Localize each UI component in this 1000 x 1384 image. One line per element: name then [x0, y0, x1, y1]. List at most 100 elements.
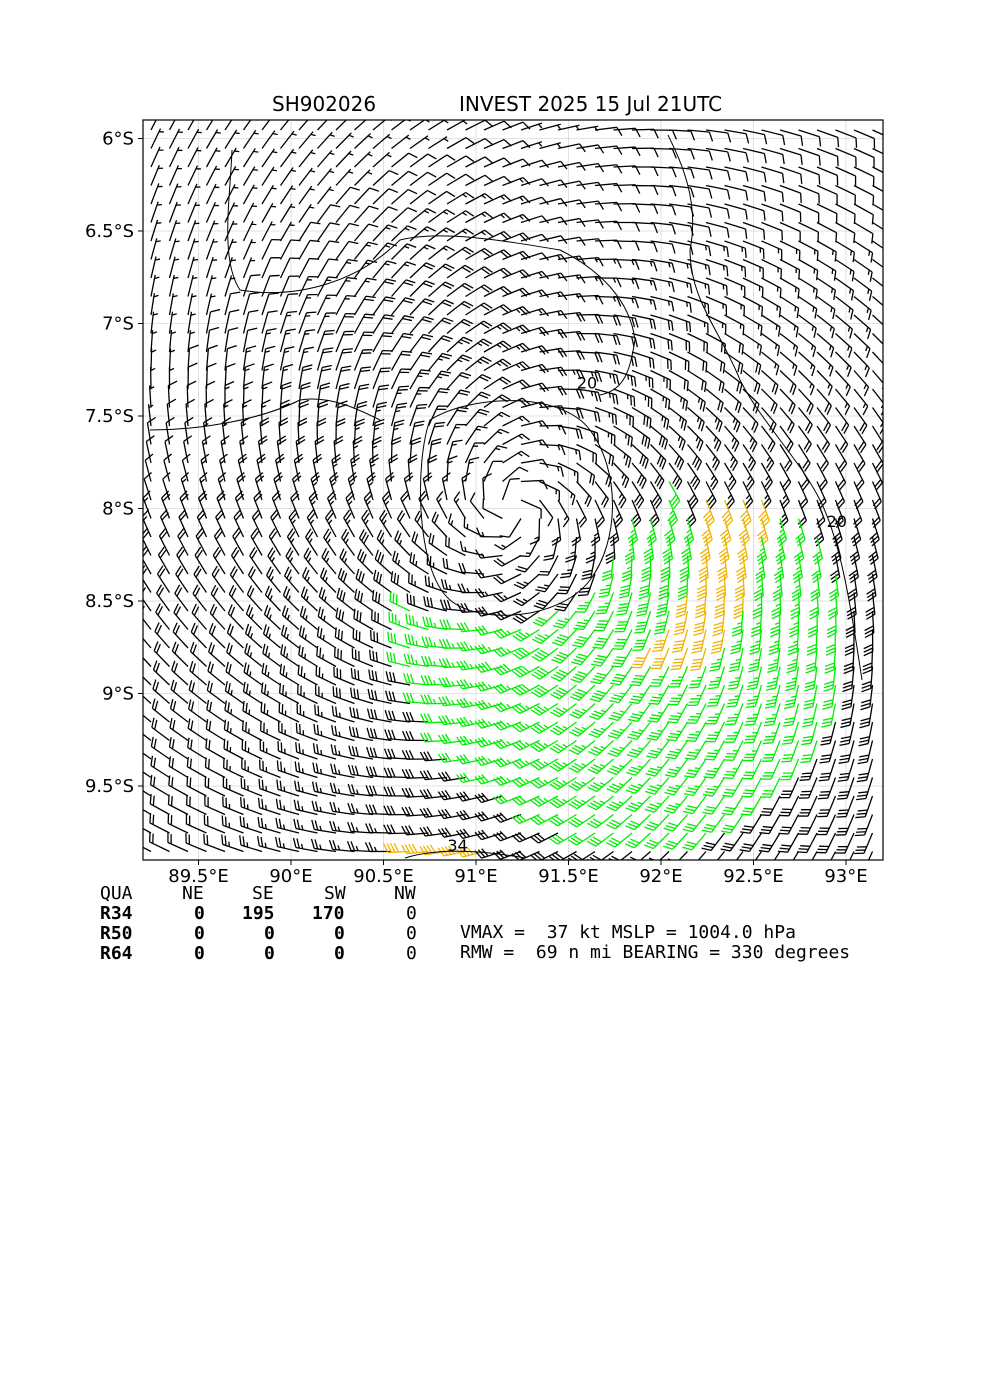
wind-barb [442, 473, 450, 500]
wind-barb [706, 371, 724, 393]
wind-barb [410, 335, 433, 352]
wind-barb [669, 352, 689, 371]
wind-barb [318, 223, 340, 241]
wind-barb [225, 239, 237, 259]
wind-barb [318, 205, 341, 223]
wind-barb [355, 384, 370, 407]
wind-barb [187, 757, 206, 778]
wind-barb [225, 112, 240, 130]
wind-barb [244, 167, 258, 186]
wind-barb [318, 277, 338, 296]
wind-barb [312, 839, 336, 852]
wind-barb [854, 204, 873, 224]
wind-barb [299, 222, 320, 241]
wind-barb [540, 143, 561, 149]
wind-barb [207, 700, 225, 722]
wind-barb [577, 426, 599, 443]
wind-barb [281, 167, 296, 185]
r34-ne: 0 [194, 904, 205, 924]
wind-barb [840, 704, 854, 728]
wind-barb [151, 775, 170, 796]
wind-barb [836, 204, 856, 224]
wind-barb [355, 242, 378, 259]
wind-barb [299, 259, 319, 278]
wind-radii-table: QUA NE SE SW NW R34 0 195 170 0 R50 0 0 … [100, 884, 440, 966]
row-label-r64: R64 [100, 944, 133, 964]
wind-barb [762, 278, 781, 298]
wind-barb [558, 294, 585, 302]
wind-barb [614, 352, 637, 367]
wind-barb [355, 260, 378, 278]
wind-barb [207, 111, 222, 130]
wind-barb [150, 794, 169, 814]
wind-barb [494, 593, 521, 602]
wind-barb [263, 644, 281, 667]
wind-barb [392, 403, 407, 426]
wind-barb [336, 115, 354, 130]
wind-barb [461, 541, 484, 555]
wind-barb [873, 260, 891, 283]
r50-se: 0 [264, 924, 275, 944]
wind-barb [150, 386, 155, 408]
wind-barb [132, 794, 151, 815]
y-axis: 6°S6.5°S7°S7.5°S8°S8.5°S9°S9.5°S [85, 129, 143, 798]
wind-barb [799, 334, 816, 357]
wind-barb [170, 718, 188, 740]
wind-barb [151, 147, 163, 167]
x-tick-label: 91.5°E [538, 866, 598, 887]
wind-barb [281, 149, 297, 167]
wind-barb [503, 451, 530, 463]
wind-barb [225, 130, 240, 149]
wind-barb [494, 664, 521, 675]
r64-se: 0 [264, 944, 275, 964]
wind-barb [412, 532, 428, 556]
wind-barb [244, 185, 258, 204]
wind-barb [373, 419, 384, 444]
wind-barb [335, 627, 354, 648]
wind-barb [132, 775, 151, 796]
wind-barb [225, 166, 239, 185]
wind-barb [262, 149, 277, 167]
wind-barb [244, 663, 262, 685]
wind-barb [403, 712, 429, 722]
wind-barb [521, 364, 548, 373]
wind-barb [706, 149, 730, 162]
wind-barb [447, 390, 470, 407]
wind-barb [651, 408, 669, 430]
wind-barb [403, 731, 429, 740]
wind-barb [854, 260, 872, 282]
x-tick-label: 91°E [454, 866, 497, 887]
wind-barb [760, 796, 780, 815]
wind-barb [408, 455, 417, 482]
wind-barb [577, 239, 604, 248]
table-header-qua: QUA [100, 884, 133, 904]
wind-barb [429, 423, 446, 445]
wind-barb [299, 277, 318, 297]
wind-barb [410, 552, 428, 574]
table-header-se: SE [252, 884, 274, 904]
y-tick-label: 9.5°S [85, 776, 134, 797]
wind-barb [780, 297, 799, 318]
wind-barb [817, 278, 835, 300]
wind-barb [318, 259, 339, 278]
wind-barb [627, 722, 650, 739]
wind-barb [410, 370, 431, 389]
wind-barb [706, 130, 731, 142]
wind-barb [553, 611, 576, 628]
wind-barb [244, 328, 258, 352]
wind-barb [669, 223, 693, 236]
wind-barb [356, 569, 373, 593]
wind-barb [632, 167, 658, 176]
wind-barb [151, 737, 169, 759]
wind-barb [729, 648, 743, 672]
isotach-contour [228, 150, 635, 395]
wind-barb [521, 440, 548, 448]
wind-barb [312, 820, 336, 833]
wind-barb [151, 349, 156, 371]
wind-barb [410, 136, 429, 149]
wind-barb [484, 429, 509, 444]
wind-barb [494, 556, 521, 567]
wind-barb [392, 351, 413, 370]
